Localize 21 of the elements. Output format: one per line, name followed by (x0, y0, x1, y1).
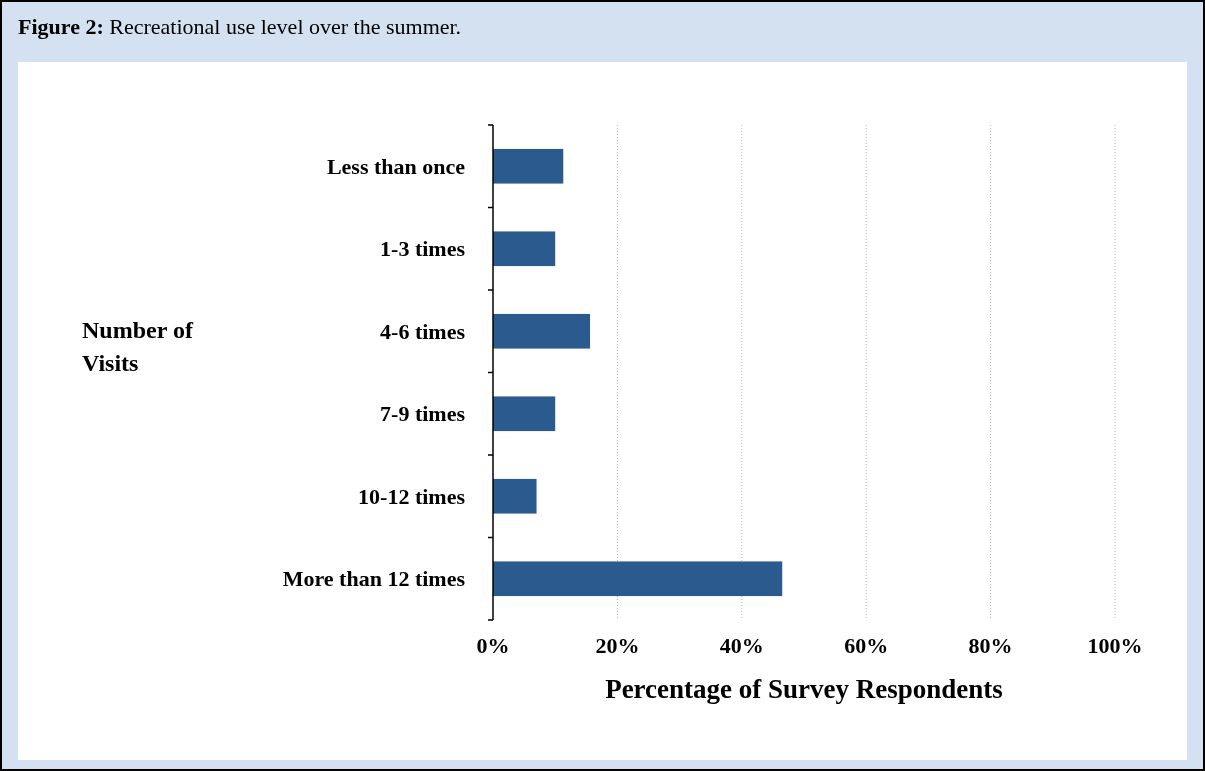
y-axis-title: Number of Visits (82, 317, 194, 376)
x-tick-label: 100% (1087, 633, 1143, 658)
x-tick-label: 60% (844, 633, 889, 658)
x-tick-label: 0% (476, 633, 510, 658)
y-tick-label: More than 12 times (282, 566, 466, 592)
text: Figure 2: Recreational use level over the summer. (18, 14, 462, 39)
bar (493, 561, 783, 597)
x-tick-label: 20% (595, 633, 640, 658)
x-tick-label: 80% (968, 633, 1013, 658)
bar (493, 148, 564, 184)
bar (493, 313, 591, 349)
bar (493, 231, 556, 267)
bar (493, 396, 556, 432)
bar (493, 478, 537, 514)
x-axis-title: Percentage of Survey Respondents (605, 674, 1003, 704)
y-tick-label: Less than once (326, 153, 466, 179)
x-tick-label: 40% (719, 633, 764, 658)
y-tick-label: 10-12 times (358, 483, 466, 509)
y-tick-label: 1-3 times (380, 236, 466, 262)
y-tick-label: 7-9 times (380, 401, 466, 427)
y-tick-label: 4-6 times (380, 318, 466, 344)
